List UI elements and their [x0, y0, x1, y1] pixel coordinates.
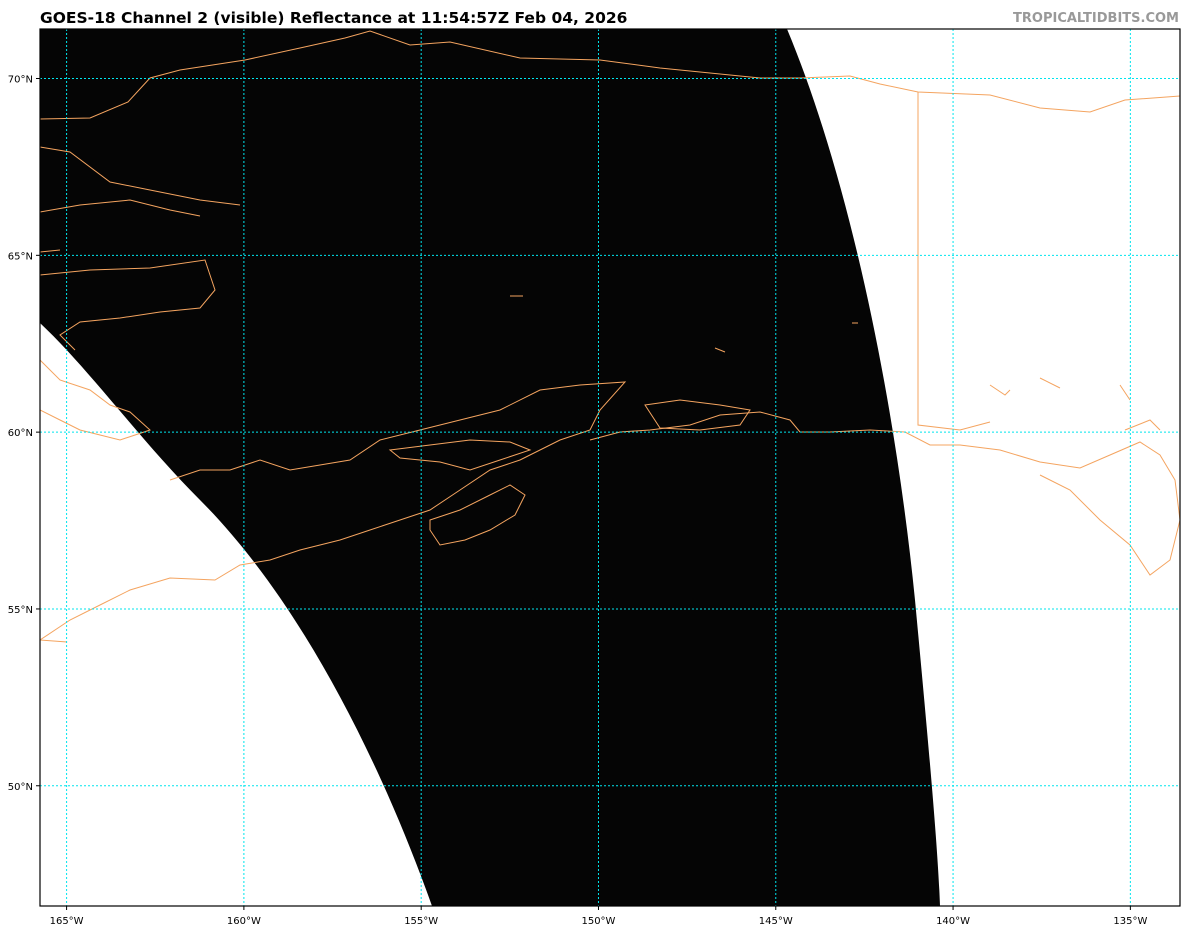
axis-ticks: 165°W 160°W 155°W 150°W 145°W 140°W 135°W 70°N 6…: [8, 75, 1148, 927]
credit-label: TROPICALTIDBITS.COM: [1013, 11, 1179, 26]
lon-tick-label: 140°W: [936, 916, 970, 927]
lon-tick-label: 165°W: [50, 916, 84, 927]
coastlines: [40, 30, 1180, 643]
lon-tick-label: 155°W: [404, 916, 438, 927]
lat-tick-label: 65°N: [8, 251, 33, 262]
lat-tick-label: 50°N: [8, 782, 33, 793]
lat-tick-label: 60°N: [8, 428, 33, 439]
graticule: [40, 29, 1180, 906]
lon-tick-label: 150°W: [581, 916, 615, 927]
lat-tick-label: 70°N: [8, 75, 33, 86]
map-title: GOES-18 Channel 2 (visible) Reflectance …: [40, 9, 628, 27]
lat-tick-label: 55°N: [8, 605, 33, 616]
lon-tick-label: 145°W: [759, 916, 793, 927]
map-frame: [39, 28, 1181, 907]
imagery-swath: [40, 29, 940, 906]
lon-tick-label: 160°W: [227, 916, 261, 927]
lon-tick-label: 135°W: [1113, 916, 1147, 927]
